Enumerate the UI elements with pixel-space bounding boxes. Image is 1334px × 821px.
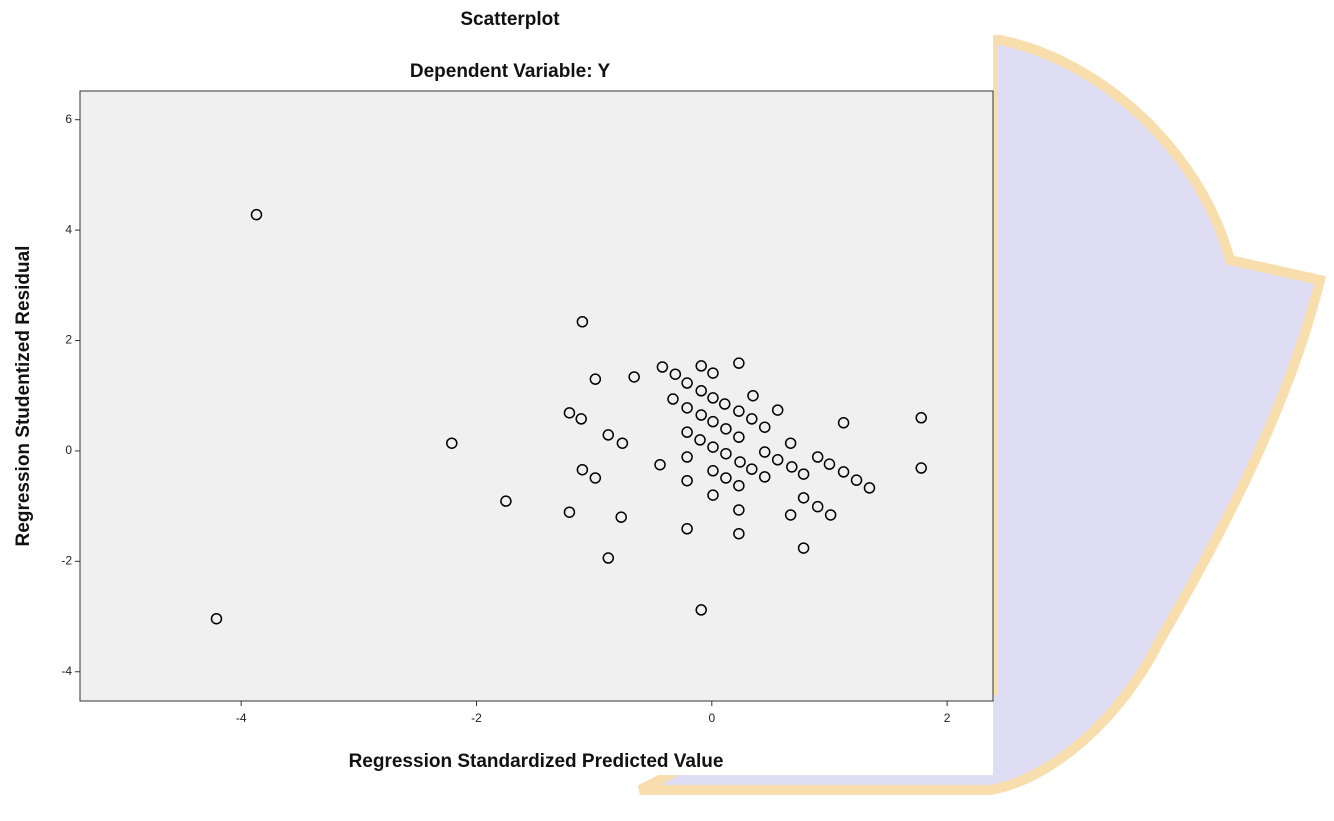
plot-area (79, 90, 994, 702)
point (656, 361, 669, 373)
chart-subtitle: Dependent Variable: Y (410, 61, 611, 82)
point (720, 447, 732, 460)
point (733, 504, 745, 516)
point (733, 431, 745, 443)
point (602, 552, 615, 564)
point (681, 377, 693, 389)
point (771, 404, 784, 416)
point (576, 463, 589, 476)
point (733, 357, 745, 369)
y-tick-label: -4 (61, 664, 72, 678)
point (759, 471, 771, 483)
point (667, 393, 679, 405)
point (446, 437, 458, 449)
point (915, 412, 927, 424)
point (734, 456, 746, 468)
point (707, 489, 719, 501)
point (837, 417, 850, 429)
x-tick-label: -2 (471, 711, 482, 725)
point (695, 409, 707, 421)
point (824, 509, 837, 521)
y-tick-label: -2 (61, 554, 72, 568)
point (563, 506, 576, 518)
point (784, 437, 797, 449)
point (654, 458, 666, 471)
point (786, 461, 798, 473)
x-tick-label: -4 (236, 711, 247, 725)
point (746, 413, 758, 425)
point (707, 392, 719, 404)
point (746, 463, 758, 475)
point (811, 500, 824, 513)
point (210, 612, 223, 625)
point (759, 446, 771, 458)
point (681, 474, 693, 487)
point (720, 423, 732, 435)
y-tick-label: 0 (65, 443, 72, 457)
y-tick-label: 6 (65, 112, 72, 126)
point (681, 451, 693, 463)
point (823, 458, 836, 470)
point (681, 402, 693, 414)
point (797, 468, 810, 480)
point (707, 441, 719, 453)
point (771, 454, 784, 466)
point (695, 360, 707, 372)
point (681, 426, 693, 438)
point (616, 437, 629, 449)
point (850, 474, 863, 486)
chart-title: Scatterplot (460, 9, 560, 30)
point (915, 462, 927, 474)
point (733, 405, 745, 417)
point (863, 482, 876, 494)
point (695, 604, 707, 616)
point (500, 495, 512, 507)
x-tick-label: 2 (944, 711, 951, 725)
point (707, 367, 719, 379)
point (718, 398, 731, 410)
point (694, 434, 706, 446)
point (797, 492, 810, 504)
point (589, 373, 602, 385)
point (681, 523, 693, 535)
point (602, 429, 615, 441)
point (837, 466, 850, 478)
point (669, 368, 682, 380)
point (615, 511, 627, 523)
y-axis-label: Regression Studentized Residual (13, 246, 34, 547)
point (733, 527, 745, 540)
point (759, 421, 771, 433)
x-axis-label: Regression Standardized Predicted Value (349, 751, 724, 772)
point (797, 542, 810, 554)
point (563, 407, 576, 419)
point (707, 415, 719, 428)
point (589, 472, 602, 484)
y-tick-label: 2 (65, 333, 72, 347)
point (707, 465, 719, 477)
point (811, 451, 824, 463)
point (250, 208, 263, 221)
point (720, 472, 732, 484)
point (747, 389, 759, 402)
y-tick-label: 4 (65, 222, 72, 236)
point (784, 509, 797, 521)
x-tick-label: 0 (708, 711, 715, 725)
point (628, 371, 640, 383)
point (695, 385, 707, 397)
point (576, 316, 589, 328)
point (733, 479, 745, 492)
point (575, 413, 587, 425)
